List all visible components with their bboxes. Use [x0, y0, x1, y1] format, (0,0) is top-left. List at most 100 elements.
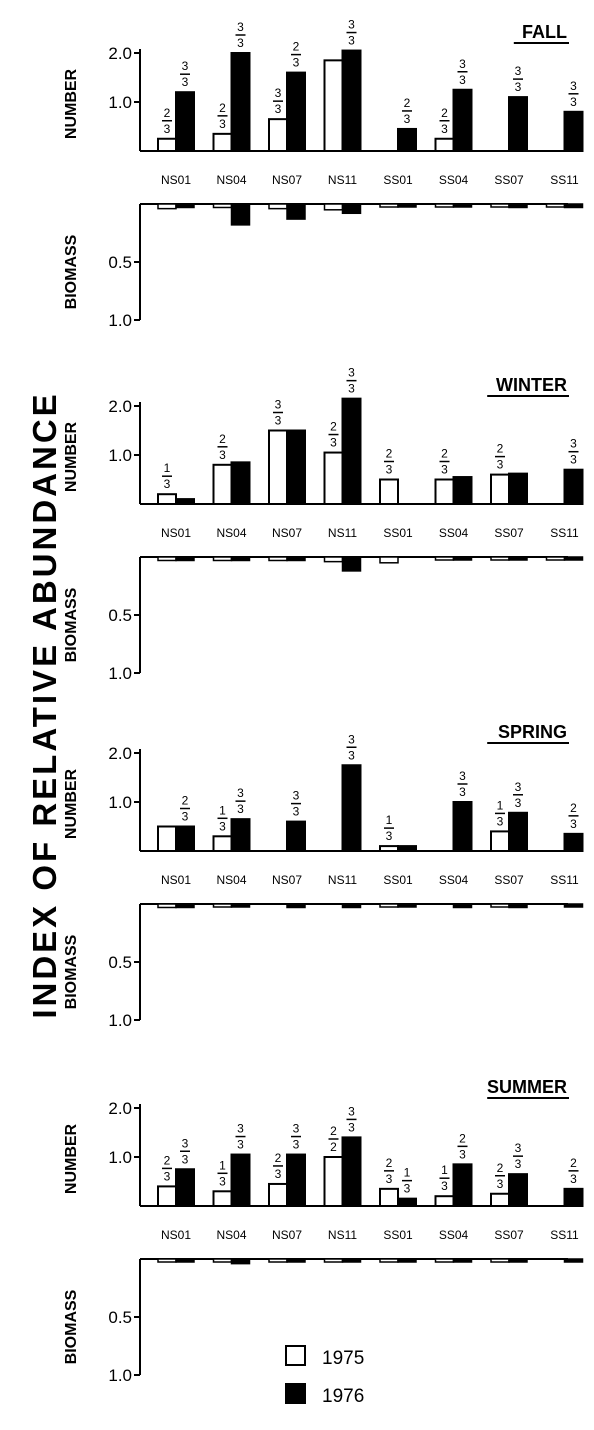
- fraction-label: 33: [513, 64, 523, 94]
- biomass-tick-label: 0.5: [108, 253, 132, 272]
- bar-number-1976: [397, 845, 417, 853]
- bar-biomass-1975: [268, 556, 288, 562]
- bar-biomass-1975: [379, 556, 399, 564]
- number-tick-label: 1.0: [108, 793, 132, 812]
- bar-number-1976: [397, 1197, 417, 1207]
- panels: FALL1.02.0NUMBERNS012333NS042333NS073323…: [63, 18, 584, 1385]
- bar-number-1975: [157, 493, 177, 505]
- bar-number-1976: [508, 96, 528, 152]
- bar-number-1975: [268, 118, 288, 153]
- bar-biomass-1976: [452, 903, 473, 909]
- svg-text:2: 2: [459, 1131, 466, 1145]
- season-title: FALL: [522, 22, 567, 42]
- fraction-label: 33: [513, 780, 523, 810]
- bar-biomass-1975: [490, 1258, 510, 1263]
- svg-text:1: 1: [386, 813, 393, 827]
- fraction-label: 23: [439, 447, 450, 477]
- fraction-label: 13: [402, 1166, 412, 1196]
- bar-biomass-1976: [286, 1258, 306, 1263]
- category-label: NS01: [161, 173, 191, 187]
- fraction-label: 13: [217, 1158, 228, 1188]
- svg-text:3: 3: [275, 86, 282, 100]
- bar-number-1976: [563, 832, 584, 853]
- bar-number-1976: [230, 52, 251, 152]
- bar-number-1975: [157, 825, 177, 852]
- svg-text:3: 3: [219, 117, 226, 131]
- category-label: NS01: [161, 526, 191, 540]
- svg-text:3: 3: [515, 64, 522, 78]
- bar-number-1975: [157, 137, 177, 152]
- category-label: SS01: [383, 1228, 413, 1242]
- number-tick-label: 1.0: [108, 93, 132, 112]
- number-tick-label: 2.0: [108, 397, 132, 416]
- bar-number-1976: [397, 127, 417, 152]
- svg-text:3: 3: [459, 785, 466, 799]
- bar-biomass-1975: [157, 556, 177, 562]
- svg-text:3: 3: [330, 436, 337, 450]
- svg-text:3: 3: [441, 463, 448, 477]
- svg-text:3: 3: [515, 780, 522, 794]
- number-tick-label: 2.0: [108, 744, 132, 763]
- bar-number-1975: [323, 1156, 344, 1207]
- bar-biomass-1976: [397, 203, 417, 208]
- bar-biomass-1975: [212, 556, 233, 562]
- category-label: NS04: [216, 1228, 246, 1242]
- bar-number-1976: [175, 825, 195, 852]
- bar-number-1976: [563, 1187, 584, 1208]
- bar-number-1975: [490, 1192, 510, 1207]
- bar-biomass-1976: [563, 903, 584, 908]
- fraction-label: 23: [402, 96, 412, 126]
- category-label: NS04: [216, 873, 246, 887]
- fraction-label: 33: [180, 59, 190, 89]
- bar-number-1976: [563, 468, 584, 505]
- category-label: SS07: [494, 173, 524, 187]
- fraction-label: 13: [162, 461, 172, 491]
- biomass-tick-label: 0.5: [108, 953, 132, 972]
- fraction-label: 23: [291, 40, 301, 70]
- svg-text:3: 3: [293, 805, 300, 819]
- bar-biomass-1976: [397, 1258, 417, 1263]
- svg-text:3: 3: [348, 34, 355, 48]
- biomass-axis-label: BIOMASS: [63, 1289, 80, 1364]
- bar-biomass-1976: [563, 203, 584, 209]
- bar-biomass-1975: [545, 203, 566, 208]
- biomass-tick-label: 1.0: [108, 311, 132, 330]
- biomass-axis-label: BIOMASS: [63, 234, 80, 309]
- panel-fall: FALL1.02.0NUMBERNS012333NS042333NS073323…: [63, 18, 584, 330]
- bar-biomass-1976: [230, 903, 251, 908]
- svg-text:2: 2: [275, 1151, 282, 1165]
- biomass-tick-label: 0.5: [108, 1308, 132, 1327]
- season-title: SPRING: [498, 722, 567, 742]
- svg-text:3: 3: [182, 1152, 189, 1166]
- svg-text:3: 3: [275, 398, 282, 412]
- bar-number-1975: [212, 835, 233, 853]
- bar-biomass-1976: [341, 903, 362, 909]
- panel-summer: SUMMER1.02.0NUMBERNS012333NS041333NS0723…: [63, 1077, 584, 1385]
- fraction-label: 33: [457, 57, 468, 87]
- svg-text:3: 3: [348, 1120, 355, 1134]
- fraction-label: 33: [457, 769, 468, 799]
- biomass-tick-label: 1.0: [108, 664, 132, 683]
- svg-text:1: 1: [497, 798, 504, 812]
- svg-text:3: 3: [237, 1138, 244, 1152]
- number-axis-label: NUMBER: [63, 1123, 80, 1194]
- bar-biomass-1976: [230, 203, 251, 226]
- svg-text:3: 3: [459, 769, 466, 783]
- biomass-tick-label: 1.0: [108, 1366, 132, 1385]
- number-axis-label: NUMBER: [63, 768, 80, 839]
- fraction-label: 33: [346, 1104, 357, 1134]
- fraction-label: 23: [162, 1153, 172, 1183]
- svg-text:3: 3: [164, 1169, 171, 1183]
- category-label: SS04: [439, 1228, 469, 1242]
- side-title: INDEX OF RELATIVE ABUNDANCE: [26, 391, 63, 1018]
- svg-text:2: 2: [441, 106, 448, 120]
- number-axis-label: NUMBER: [63, 68, 80, 139]
- fraction-label: 23: [495, 442, 505, 472]
- fraction-label: 33: [273, 86, 283, 116]
- svg-text:2: 2: [386, 1156, 393, 1170]
- bar-number-1975: [434, 1195, 455, 1207]
- fraction-label: 23: [568, 801, 579, 831]
- svg-text:2: 2: [441, 447, 448, 461]
- category-label: NS07: [272, 873, 302, 887]
